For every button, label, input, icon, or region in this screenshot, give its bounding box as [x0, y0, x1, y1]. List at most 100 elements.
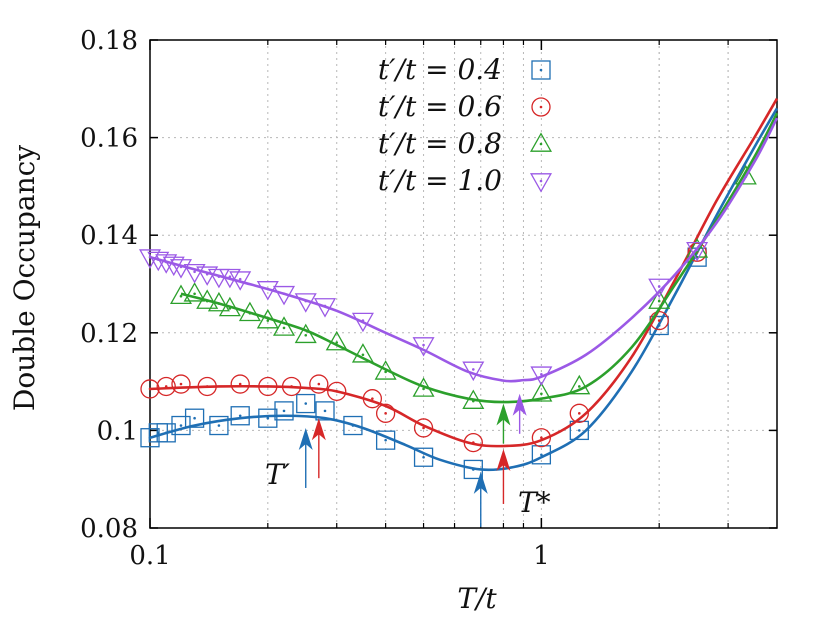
data-point [147, 251, 170, 272]
data-point-dot [266, 416, 270, 420]
data-point-dot [266, 385, 270, 388]
data-point [531, 445, 552, 465]
data-point [462, 389, 485, 409]
data-point [648, 278, 671, 299]
data-point [375, 430, 396, 450]
data-point-dot [205, 299, 209, 303]
data-point [209, 415, 229, 436]
data-point [413, 447, 434, 467]
data-point [531, 97, 551, 117]
grid-layer [150, 40, 777, 528]
data-point [274, 401, 294, 421]
data-point [648, 289, 671, 309]
data-point-dot [304, 299, 308, 303]
data-point-dot [238, 277, 242, 281]
data-point-dot [282, 326, 286, 330]
data-point [294, 293, 317, 313]
data-point-dot [371, 397, 374, 400]
legend-label: t′/t = 0.6 [378, 90, 502, 123]
data-point-dot [193, 292, 196, 296]
series-line [149, 107, 779, 472]
data-point [686, 238, 709, 258]
data-point-dot [351, 424, 355, 427]
data-point [412, 377, 435, 397]
annotation-label-t-prime: T′ [265, 458, 291, 491]
legend-label: t′/t = 0.8 [378, 127, 502, 160]
data-point-dot [205, 272, 209, 276]
data-point-dot [335, 341, 339, 344]
data-point [184, 408, 205, 428]
data-point [229, 271, 252, 291]
data-point-dot [384, 370, 387, 374]
data-point-dot [577, 385, 581, 388]
data-point [531, 60, 551, 80]
data-point [183, 263, 206, 284]
data-point-dot [205, 385, 209, 388]
data-point-dot [539, 142, 543, 146]
series-line [149, 97, 779, 448]
data-point [530, 366, 553, 386]
data-point [529, 132, 553, 152]
data-point [281, 376, 302, 397]
data-point-dot [217, 302, 221, 305]
data-point [374, 360, 397, 380]
data-point [351, 343, 374, 363]
data-point-dot [472, 441, 475, 444]
data-point [169, 259, 193, 279]
data-point-dot [422, 343, 425, 347]
data-point [462, 361, 485, 382]
series-4 [138, 117, 779, 386]
data-point-dot [657, 299, 661, 303]
arrow-head [496, 403, 511, 426]
legend-entry-3: t′/t = 0.8 [378, 127, 553, 160]
data-point [313, 298, 337, 318]
y-tick-label: 0.1 [97, 416, 138, 446]
data-point-dot [539, 179, 543, 183]
data-point-dot [657, 319, 661, 322]
annotation-arrow [473, 471, 488, 527]
data-point [529, 173, 553, 193]
data-point [258, 376, 278, 397]
data-point [351, 312, 374, 333]
data-point-dot [304, 402, 308, 405]
annotation-layer: T′ T* [265, 393, 551, 527]
x-tick-label: 1 [533, 541, 550, 571]
data-point-dot [422, 426, 425, 430]
data-point [463, 459, 483, 480]
data-point [530, 382, 553, 402]
plot-frame [149, 39, 778, 529]
data-point-dot [472, 468, 475, 471]
data-point-dot [577, 412, 581, 415]
data-point-dot [361, 353, 365, 357]
data-point-dot [193, 416, 196, 420]
data-point [156, 376, 176, 397]
arrow-head [473, 471, 488, 494]
data-point-dot [540, 372, 543, 376]
annotation-arrow [496, 403, 511, 444]
data-point-dot [695, 248, 699, 252]
data-point-dot [539, 68, 543, 72]
x-tick-label: 0.1 [129, 541, 170, 571]
data-point-dot [422, 455, 425, 459]
data-point-dot [577, 429, 581, 432]
data-point-dot [164, 431, 168, 435]
y-tick-label: 0.08 [80, 514, 138, 544]
data-point-dot [238, 382, 242, 386]
data-point-dot [335, 390, 339, 393]
y-tick-label: 0.16 [80, 124, 138, 154]
data-point-dot [384, 412, 387, 415]
data-point [140, 379, 160, 399]
data-point [686, 241, 709, 262]
data-point [568, 374, 591, 395]
data-point [230, 374, 250, 394]
data-point-dot [193, 270, 196, 274]
data-point-dot [164, 385, 168, 388]
legend: t′/t = 0.4 t′/t = 0.6 t′/t = 0.8 t′/t = 1.0 [378, 53, 553, 197]
data-point-dot [540, 436, 543, 440]
data-point-dot [179, 382, 183, 386]
data-point-dot [217, 275, 221, 278]
data-point [256, 281, 279, 301]
data-point [162, 256, 185, 277]
data-point [169, 284, 193, 305]
